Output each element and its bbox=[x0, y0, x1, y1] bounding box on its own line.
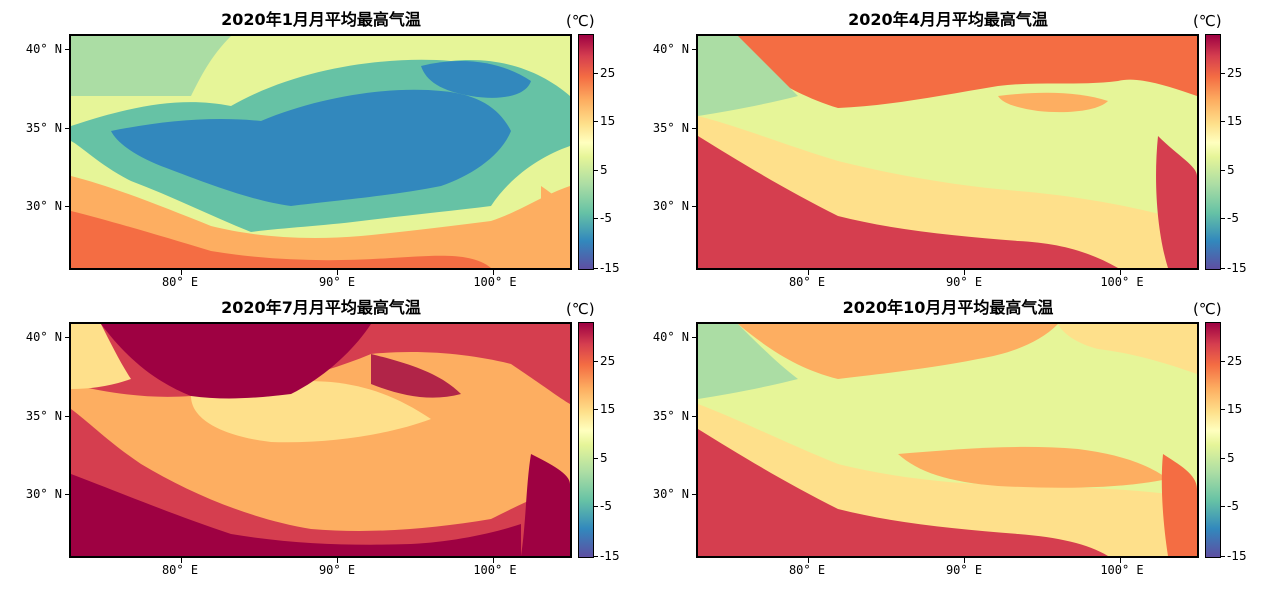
heatmap-apr bbox=[696, 34, 1199, 270]
panel-title: 2020年1月月平均最高气温 bbox=[221, 10, 421, 29]
lon-label-90: 90° E bbox=[945, 275, 983, 289]
lon-label-90: 90° E bbox=[318, 275, 356, 289]
colorbar-tick: -15 bbox=[600, 261, 620, 275]
colorbar-tick: -15 bbox=[600, 549, 620, 563]
colorbar-tick: 15 bbox=[600, 114, 616, 128]
lon-label-80: 80° E bbox=[788, 563, 826, 577]
lon-label-100: 100° E bbox=[1100, 563, 1144, 577]
colorbar-tick: -15 bbox=[1227, 549, 1247, 563]
lat-label-35: 35° N bbox=[652, 121, 689, 135]
colorbar-tick: -5 bbox=[600, 211, 612, 225]
colorbar-unit: (℃) bbox=[566, 300, 595, 318]
colorbar-tick: 5 bbox=[1227, 451, 1235, 465]
colorbar-tick: 5 bbox=[600, 163, 608, 177]
heatmap-jul bbox=[69, 322, 572, 558]
colorbar-tick: 5 bbox=[600, 451, 608, 465]
heatmap-jan bbox=[69, 34, 572, 270]
lon-label-100: 100° E bbox=[473, 275, 517, 289]
lat-label-35: 35° N bbox=[25, 409, 62, 423]
map-panel-oct: 2020年10月月平均最高气温 40° N 35° N 30° N 80° E … bbox=[627, 298, 1257, 590]
colorbar-unit: (℃) bbox=[1193, 300, 1222, 318]
colorbar-tick: 25 bbox=[1227, 66, 1243, 80]
lat-label-40: 40° N bbox=[25, 330, 62, 344]
colorbar-unit: (℃) bbox=[566, 12, 595, 30]
lat-label-40: 40° N bbox=[652, 42, 689, 56]
colorbar-tick: 25 bbox=[1227, 354, 1243, 368]
colorbar-unit: (℃) bbox=[1193, 12, 1222, 30]
heatmap-oct bbox=[696, 322, 1199, 558]
map-panel-jul: 2020年7月月平均最高气温 40° N 35° N 30° N 80° E 9… bbox=[0, 298, 630, 590]
panel-title: 2020年10月月平均最高气温 bbox=[842, 298, 1054, 317]
colorbar-tick: 25 bbox=[600, 66, 616, 80]
lon-label-100: 100° E bbox=[1100, 275, 1144, 289]
lat-label-40: 40° N bbox=[652, 330, 689, 344]
lat-label-30: 30° N bbox=[25, 199, 62, 213]
lon-label-100: 100° E bbox=[473, 563, 517, 577]
lat-label-30: 30° N bbox=[652, 199, 689, 213]
lat-label-30: 30° N bbox=[652, 487, 689, 501]
lat-label-35: 35° N bbox=[25, 121, 62, 135]
colorbar-tick: -5 bbox=[1227, 211, 1239, 225]
colorbar bbox=[578, 34, 594, 270]
panel-title: 2020年4月月平均最高气温 bbox=[848, 10, 1048, 29]
lat-label-30: 30° N bbox=[25, 487, 62, 501]
colorbar-tick: 5 bbox=[1227, 163, 1235, 177]
colorbar bbox=[1205, 34, 1221, 270]
lon-label-90: 90° E bbox=[945, 563, 983, 577]
map-panel-apr: 2020年4月月平均最高气温 40° N 35° N 30° N 80° E 9… bbox=[627, 10, 1257, 302]
colorbar-tick: 15 bbox=[1227, 114, 1243, 128]
panel-title: 2020年7月月平均最高气温 bbox=[221, 298, 421, 317]
map-panel-jan: 2020年1月月平均最高气温 40° N 35° N 30° N 80° E 9… bbox=[0, 10, 630, 302]
colorbar bbox=[578, 322, 594, 558]
lon-label-80: 80° E bbox=[788, 275, 826, 289]
lon-label-80: 80° E bbox=[161, 275, 199, 289]
colorbar-tick: 25 bbox=[600, 354, 616, 368]
colorbar-tick: -5 bbox=[600, 499, 612, 513]
colorbar bbox=[1205, 322, 1221, 558]
colorbar-tick: -5 bbox=[1227, 499, 1239, 513]
colorbar-tick: -15 bbox=[1227, 261, 1247, 275]
lon-label-90: 90° E bbox=[318, 563, 356, 577]
lat-label-40: 40° N bbox=[25, 42, 62, 56]
lat-label-35: 35° N bbox=[652, 409, 689, 423]
colorbar-tick: 15 bbox=[1227, 402, 1243, 416]
lon-label-80: 80° E bbox=[161, 563, 199, 577]
colorbar-tick: 15 bbox=[600, 402, 616, 416]
